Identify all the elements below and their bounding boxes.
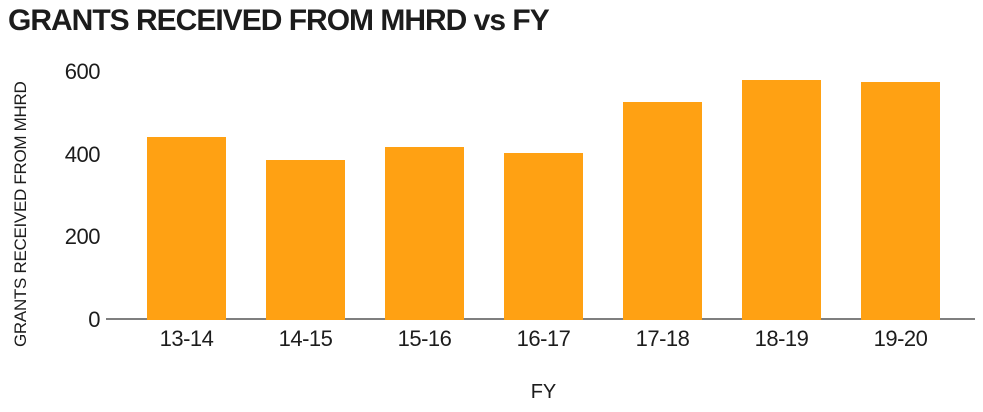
bar-15-16 bbox=[385, 147, 464, 320]
y-axis-ticks: 0 200 400 600 bbox=[0, 0, 101, 412]
x-tick-label: 17-18 bbox=[635, 326, 690, 351]
y-tick-label: 600 bbox=[64, 59, 101, 84]
chart-title: GRANTS RECEIVED FROM MHRD vs FY bbox=[8, 4, 550, 37]
bar-18-19 bbox=[742, 80, 821, 320]
x-tick-label: 15-16 bbox=[397, 326, 452, 351]
bar-13-14 bbox=[147, 137, 226, 320]
y-tick-label: 0 bbox=[88, 307, 100, 332]
x-axis-labels: 13-14 14-15 15-16 16-17 17-18 18-19 19-20 bbox=[127, 327, 960, 353]
bar-14-15 bbox=[266, 160, 345, 320]
x-tick-label: 18-19 bbox=[754, 326, 809, 351]
x-tick-label: 16-17 bbox=[516, 326, 571, 351]
plot-area bbox=[127, 72, 960, 320]
x-axis-title: FY bbox=[530, 381, 557, 403]
bar-19-20 bbox=[861, 82, 940, 320]
y-tick-label: 400 bbox=[64, 141, 101, 167]
y-tick-label: 200 bbox=[64, 224, 101, 250]
x-tick-label: 13-14 bbox=[159, 326, 214, 351]
bar-16-17 bbox=[504, 153, 583, 320]
bar-17-18 bbox=[623, 102, 702, 320]
x-tick-label: 19-20 bbox=[873, 326, 928, 351]
x-tick-label: 14-15 bbox=[278, 326, 333, 351]
